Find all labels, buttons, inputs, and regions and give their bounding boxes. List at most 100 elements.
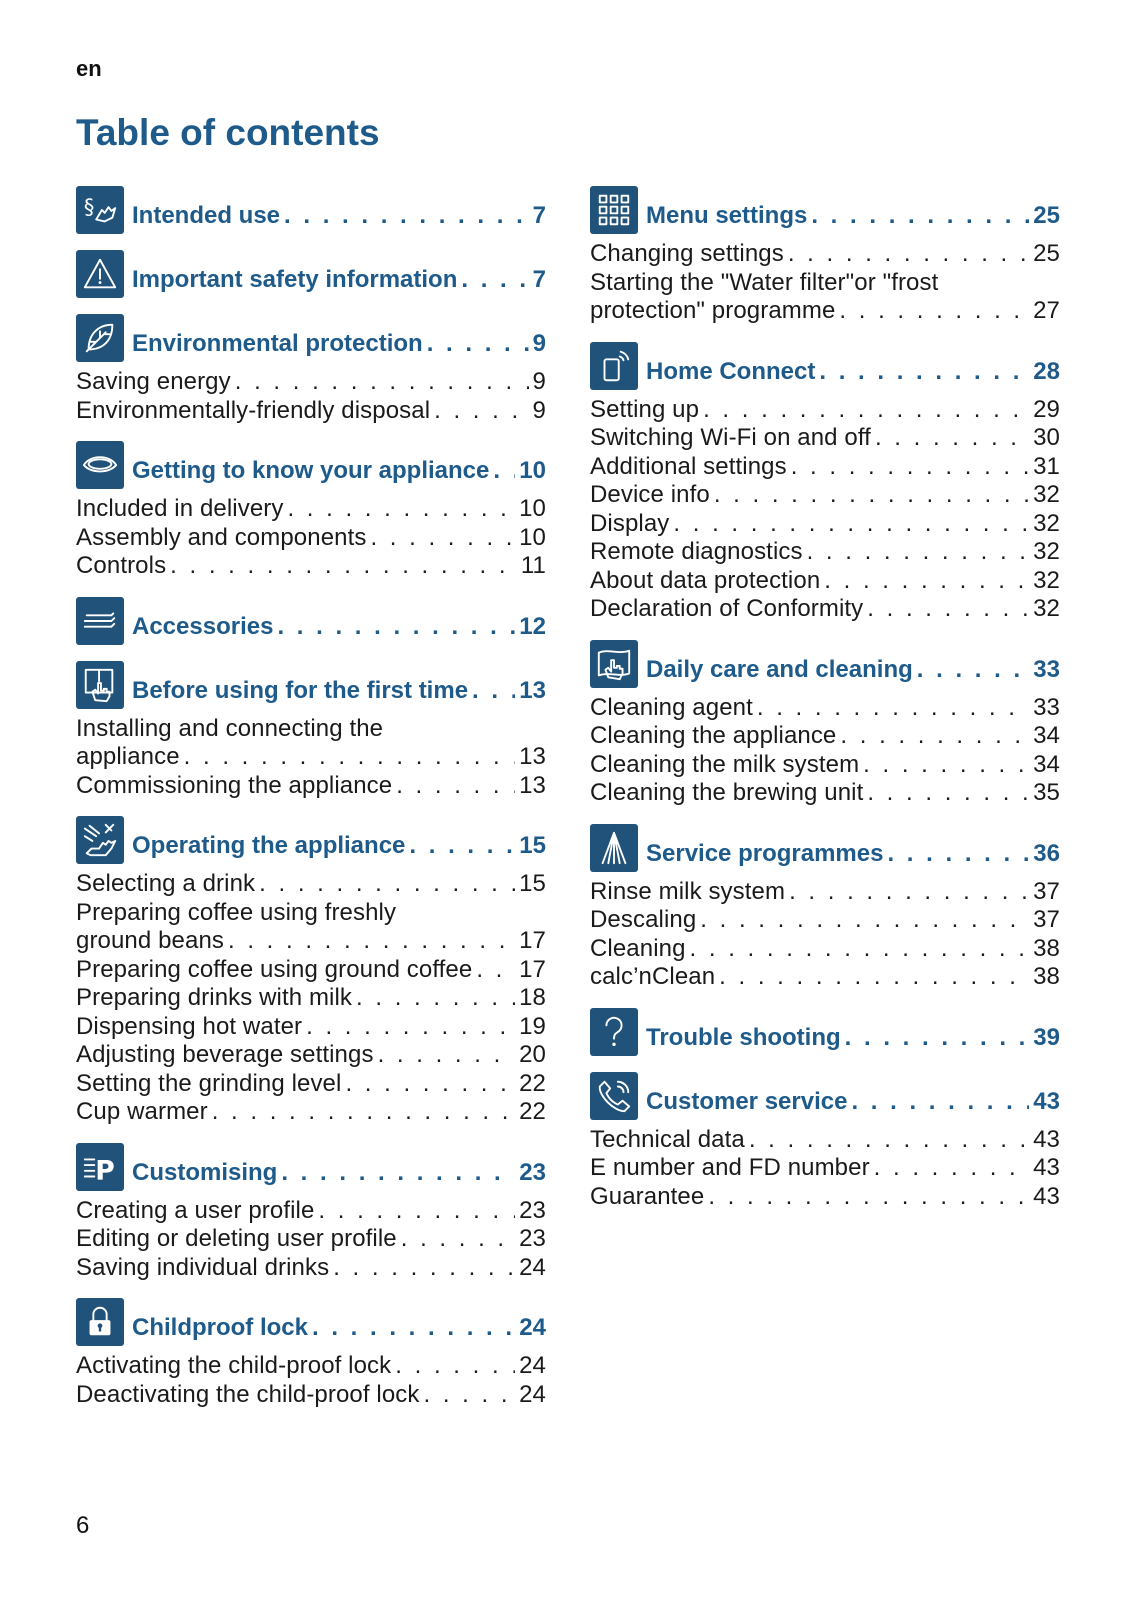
toc-section-heading[interactable]: Important safety information. . . . . . … [76, 250, 546, 298]
toc-entry[interactable]: Guarantee. . . . . . . . . . . . . . . .… [590, 1183, 1060, 1212]
toc-section-heading[interactable]: Menu settings. . . . . . . . . . . . . .… [590, 186, 1060, 234]
toc-section-title: Before using for the first time. . . . .… [132, 677, 546, 705]
entry-label: Technical data [590, 1125, 745, 1153]
toc-entry[interactable]: Technical data. . . . . . . . . . . . . … [590, 1126, 1060, 1155]
entry-label: Environmentally-friendly disposal [76, 396, 431, 424]
toc-section-heading[interactable]: Accessories. . . . . . . . . . . . . . .… [76, 596, 546, 645]
toc-section-heading[interactable]: Daily care and cleaning. . . . . . . . .… [590, 639, 1060, 688]
toc-entry[interactable]: Cup warmer. . . . . . . . . . . . . . . … [76, 1098, 546, 1127]
section-title-text: Daily care and cleaning [646, 655, 913, 683]
section-title-text: Before using for the first time [132, 676, 469, 704]
dot-leader: . . . . . . . . . . . . . . . . . . . . … [867, 779, 1029, 806]
dot-leader: . . . . . . . . . . . . . . . . . . . . … [306, 1012, 515, 1040]
toc-entry[interactable]: Deactivating the child-proof lock. . . .… [76, 1381, 546, 1410]
toc-entry[interactable]: Rinse milk system. . . . . . . . . . . .… [590, 878, 1060, 907]
dot-leader: . . . . . . . . . . . . . . . . . . . . … [228, 927, 515, 954]
toc-section-title: Customising. . . . . . . . . . . . . . .… [132, 1159, 546, 1187]
toc-entry[interactable]: Controls. . . . . . . . . . . . . . . . … [76, 552, 546, 581]
home-connect-icon [590, 341, 638, 390]
toc-section-heading[interactable]: Environmental protection. . . . . . . . … [76, 314, 546, 362]
toc-entry[interactable]: Switching Wi-Fi on and off. . . . . . . … [590, 424, 1060, 453]
dot-leader: . . . . . . . . . . . . . . . . . . . . … [689, 934, 1030, 962]
toc-section-heading[interactable]: § Intended use. . . . . . . . . . . . . .… [76, 186, 546, 234]
toc-entry[interactable]: Cleaning the milk system. . . . . . . . … [590, 751, 1060, 780]
toc-entry[interactable]: Cleaning. . . . . . . . . . . . . . . . … [590, 935, 1060, 964]
toc-entry[interactable]: Adjusting beverage settings. . . . . . .… [76, 1041, 546, 1070]
toc-section-heading[interactable]: Customer service. . . . . . . . . . . . … [590, 1071, 1060, 1120]
toc-entry[interactable]: Descaling. . . . . . . . . . . . . . . .… [590, 906, 1060, 935]
toc-section-heading[interactable]: Operating the appliance. . . . . . . . .… [76, 816, 546, 864]
toc-entry[interactable]: Editing or deleting user profile. . . . … [76, 1225, 546, 1254]
entry-label: Descaling [590, 906, 697, 933]
page-title: Table of contents [76, 112, 380, 153]
toc-entry[interactable]: Selecting a drink. . . . . . . . . . . .… [76, 870, 546, 899]
toc-section-heading[interactable]: Before using for the first time. . . . .… [76, 660, 546, 709]
entry-label: Cleaning [590, 934, 686, 962]
toc-entry[interactable]: Included in delivery. . . . . . . . . . … [76, 495, 546, 524]
toc-entry-list: Technical data. . . . . . . . . . . . . … [590, 1126, 1060, 1212]
toc-entry[interactable]: Creating a user profile. . . . . . . . .… [76, 1197, 546, 1226]
toc-entry[interactable]: Installing and connecting the appliance. … [76, 715, 546, 772]
toc-entry[interactable]: Preparing coffee using ground coffee. . … [76, 956, 546, 985]
toc-section-heading[interactable]: Getting to know your appliance. . . . . … [76, 441, 546, 489]
lock-icon [76, 1298, 124, 1346]
entry-page-number: 32 [1033, 595, 1060, 622]
toc-entry[interactable]: Cleaning agent. . . . . . . . . . . . . … [590, 694, 1060, 723]
toc-entry[interactable]: Dispensing hot water. . . . . . . . . . … [76, 1013, 546, 1042]
entry-label: Installing and connecting the [76, 714, 384, 742]
toc-entry[interactable]: Saving energy. . . . . . . . . . . . . .… [76, 368, 546, 397]
toc-entry[interactable]: E number and FD number. . . . . . . . . … [590, 1154, 1060, 1183]
entry-page-number: 13 [519, 771, 546, 799]
toc-entry[interactable]: Cleaning the brewing unit. . . . . . . .… [590, 779, 1060, 808]
dot-leader: . . . . . . . . . . . . . . . . . . . . … [234, 368, 529, 395]
toc-entry[interactable]: Environmentally-friendly disposal. . . .… [76, 397, 546, 426]
entry-page-number: 30 [1033, 424, 1060, 451]
dot-leader: . . . . . . . . . . . . . . . . . . . . … [434, 396, 528, 424]
toc-entry[interactable]: Remote diagnostics. . . . . . . . . . . … [590, 538, 1060, 567]
toc-section-heading[interactable]: Home Connect. . . . . . . . . . . . . . … [590, 341, 1060, 390]
toc-entry[interactable]: Activating the child-proof lock. . . . .… [76, 1352, 546, 1381]
entry-page-number: 10 [519, 523, 546, 551]
toc-section-title: Menu settings. . . . . . . . . . . . . .… [646, 202, 1060, 230]
dot-leader: . . . . . . . . . . . . . . . . . . . . … [318, 1196, 515, 1224]
dot-leader: . . . . . . . . . . . . . . . . . . . . … [713, 481, 1029, 508]
toc-section: Getting to know your appliance. . . . . … [76, 441, 546, 581]
entry-page-number: 11 [520, 552, 546, 579]
section-title-text: Trouble shooting [646, 1023, 841, 1051]
toc-entry[interactable]: Commissioning the appliance. . . . . . .… [76, 772, 546, 801]
toc-entry[interactable]: Assembly and components. . . . . . . . .… [76, 524, 546, 553]
toc-entry[interactable]: Setting up. . . . . . . . . . . . . . . … [590, 396, 1060, 425]
entry-label: About data protection [590, 566, 821, 594]
dot-leader: . . . . . . . . . . . . . . . . . . . . … [806, 538, 1030, 565]
dot-leader: . . . . . . . . . . . . . . . . . . . . … [874, 424, 1029, 451]
entry-page-number: 22 [519, 1098, 546, 1125]
section-page-number: 10 [519, 457, 546, 484]
dot-leader: . . . . . . . . . . . . . . . . . . . . … [170, 552, 517, 579]
toc-entry[interactable]: Display. . . . . . . . . . . . . . . . .… [590, 510, 1060, 539]
toc-entry[interactable]: About data protection. . . . . . . . . .… [590, 567, 1060, 596]
entry-label: Switching Wi-Fi on and off [590, 424, 871, 451]
toc-entry[interactable]: Changing settings. . . . . . . . . . . .… [590, 240, 1060, 269]
toc-entry[interactable]: Cleaning the appliance. . . . . . . . . … [590, 722, 1060, 751]
toc-entry[interactable]: Additional settings. . . . . . . . . . .… [590, 453, 1060, 482]
toc-entry[interactable]: Preparing drinks with milk. . . . . . . … [76, 984, 546, 1013]
toc-entry[interactable]: Saving individual drinks. . . . . . . . … [76, 1254, 546, 1283]
toc-section-title: Customer service. . . . . . . . . . . . … [646, 1088, 1060, 1116]
toc-entry[interactable]: Declaration of Conformity. . . . . . . .… [590, 595, 1060, 624]
toc-entry[interactable]: Starting the "Water filter"or "frost prot… [590, 269, 1060, 326]
entry-page-number: 10 [519, 495, 546, 522]
toc-section-heading[interactable]: Trouble shooting. . . . . . . . . . . . … [590, 1007, 1060, 1056]
dot-leader: . . . . . . . . . . . . . . . . . . . . … [863, 750, 1029, 778]
dot-leader: . . . . . . . . . . . . . . . . . . . . … [396, 771, 515, 799]
toc-entry[interactable]: Device info. . . . . . . . . . . . . . .… [590, 481, 1060, 510]
entry-label: Controls [76, 552, 167, 579]
toc-entry[interactable]: Setting the grinding level. . . . . . . … [76, 1070, 546, 1099]
entry-page-number: 17 [519, 955, 546, 983]
toc-section-heading[interactable]: P Customising. . . . . . . . . . . . . . … [76, 1142, 546, 1191]
toc-section-heading[interactable]: Service programmes. . . . . . . . . . . … [590, 823, 1060, 872]
toc-section-heading[interactable]: Childproof lock. . . . . . . . . . . . .… [76, 1298, 546, 1346]
toc-entry[interactable]: Preparing coffee using freshly ground bea… [76, 899, 546, 956]
dot-leader: . . . . . . . . . . . . . . . . . . . . … [844, 1023, 1030, 1051]
toc-entry[interactable]: calc’nClean. . . . . . . . . . . . . . .… [590, 963, 1060, 992]
section-page-number: 28 [1033, 357, 1060, 385]
